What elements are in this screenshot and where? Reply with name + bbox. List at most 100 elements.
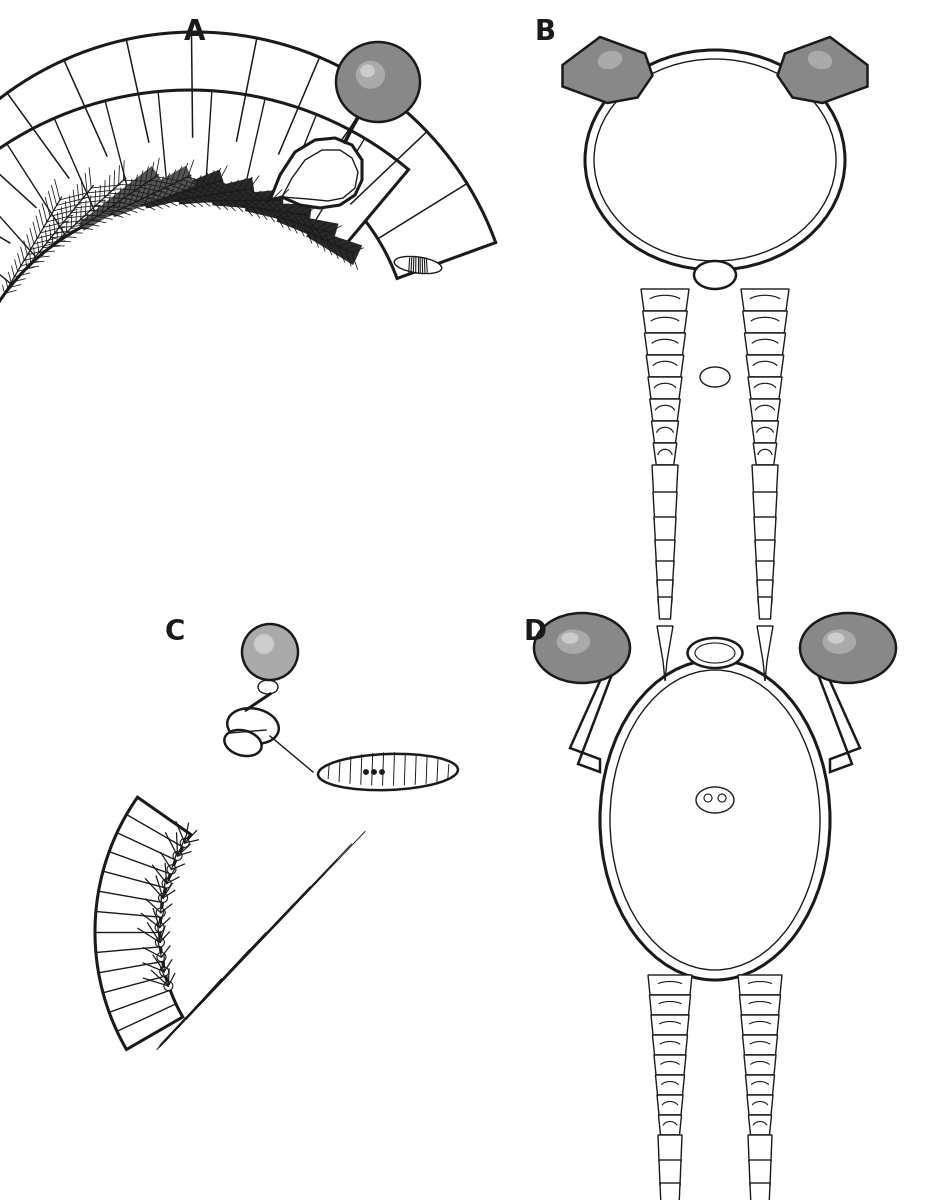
Text: C: C xyxy=(165,618,186,646)
Polygon shape xyxy=(307,228,363,265)
Polygon shape xyxy=(648,974,692,995)
Polygon shape xyxy=(747,1094,773,1115)
Polygon shape xyxy=(653,443,677,464)
Polygon shape xyxy=(212,190,284,211)
Polygon shape xyxy=(0,32,496,334)
Polygon shape xyxy=(79,166,164,230)
Polygon shape xyxy=(758,596,772,619)
Circle shape xyxy=(254,634,274,654)
Polygon shape xyxy=(756,560,774,584)
Polygon shape xyxy=(752,464,778,493)
Ellipse shape xyxy=(557,630,590,654)
Polygon shape xyxy=(650,398,681,421)
Polygon shape xyxy=(757,626,773,680)
Ellipse shape xyxy=(360,65,375,77)
Ellipse shape xyxy=(696,787,734,814)
Ellipse shape xyxy=(258,680,278,694)
Ellipse shape xyxy=(700,367,730,386)
Polygon shape xyxy=(751,421,779,443)
Polygon shape xyxy=(750,1183,770,1200)
Polygon shape xyxy=(657,1094,683,1115)
Circle shape xyxy=(156,908,166,917)
Ellipse shape xyxy=(600,660,830,980)
Polygon shape xyxy=(276,212,339,245)
Ellipse shape xyxy=(807,50,832,70)
Polygon shape xyxy=(654,1055,686,1075)
Polygon shape xyxy=(659,1115,682,1135)
Ellipse shape xyxy=(598,50,623,70)
Polygon shape xyxy=(641,289,689,311)
Ellipse shape xyxy=(394,257,442,274)
Polygon shape xyxy=(748,1115,771,1135)
Circle shape xyxy=(157,953,166,961)
Ellipse shape xyxy=(356,61,386,89)
Polygon shape xyxy=(743,1034,778,1055)
Polygon shape xyxy=(178,178,255,204)
Polygon shape xyxy=(778,37,867,103)
Polygon shape xyxy=(748,377,782,398)
Polygon shape xyxy=(749,1160,771,1186)
Polygon shape xyxy=(646,355,684,377)
Polygon shape xyxy=(652,1034,687,1055)
Circle shape xyxy=(718,794,726,802)
Polygon shape xyxy=(95,797,190,1050)
Ellipse shape xyxy=(228,708,279,744)
Polygon shape xyxy=(750,398,781,421)
Ellipse shape xyxy=(336,42,420,122)
Polygon shape xyxy=(656,560,674,584)
Polygon shape xyxy=(657,626,673,680)
Circle shape xyxy=(173,851,182,860)
Polygon shape xyxy=(656,1075,684,1094)
Polygon shape xyxy=(740,995,781,1015)
Ellipse shape xyxy=(687,638,743,668)
Circle shape xyxy=(167,865,176,874)
Polygon shape xyxy=(738,974,782,995)
Polygon shape xyxy=(744,332,785,355)
Polygon shape xyxy=(110,166,195,217)
Circle shape xyxy=(155,937,165,947)
Text: B: B xyxy=(534,18,556,46)
Polygon shape xyxy=(270,138,362,208)
Polygon shape xyxy=(652,464,678,493)
Ellipse shape xyxy=(585,50,845,270)
Polygon shape xyxy=(755,540,775,565)
Polygon shape xyxy=(654,517,676,542)
Circle shape xyxy=(155,923,164,932)
Text: D: D xyxy=(524,618,546,646)
Circle shape xyxy=(380,769,385,774)
Polygon shape xyxy=(643,311,687,332)
Polygon shape xyxy=(810,643,860,772)
Polygon shape xyxy=(659,1160,681,1186)
Polygon shape xyxy=(655,540,675,565)
Circle shape xyxy=(364,769,368,774)
Polygon shape xyxy=(570,643,620,772)
Polygon shape xyxy=(651,421,679,443)
Polygon shape xyxy=(651,1015,689,1034)
Polygon shape xyxy=(754,517,776,542)
Ellipse shape xyxy=(694,260,736,289)
Ellipse shape xyxy=(800,613,896,683)
Polygon shape xyxy=(649,995,690,1015)
Circle shape xyxy=(242,624,298,680)
Ellipse shape xyxy=(827,632,844,643)
Circle shape xyxy=(164,982,173,990)
Circle shape xyxy=(162,878,171,888)
Polygon shape xyxy=(563,37,652,103)
Ellipse shape xyxy=(823,630,856,654)
Polygon shape xyxy=(645,332,685,355)
Circle shape xyxy=(159,894,168,902)
Polygon shape xyxy=(658,596,672,619)
Polygon shape xyxy=(748,1135,772,1162)
Circle shape xyxy=(180,839,189,847)
Polygon shape xyxy=(245,202,312,227)
Polygon shape xyxy=(753,443,777,464)
Polygon shape xyxy=(743,311,787,332)
Polygon shape xyxy=(648,377,682,398)
Circle shape xyxy=(371,769,376,774)
Polygon shape xyxy=(658,1135,682,1162)
Circle shape xyxy=(704,794,712,802)
Polygon shape xyxy=(753,492,777,518)
Polygon shape xyxy=(744,1055,776,1075)
Polygon shape xyxy=(0,90,408,382)
Polygon shape xyxy=(745,1075,775,1094)
